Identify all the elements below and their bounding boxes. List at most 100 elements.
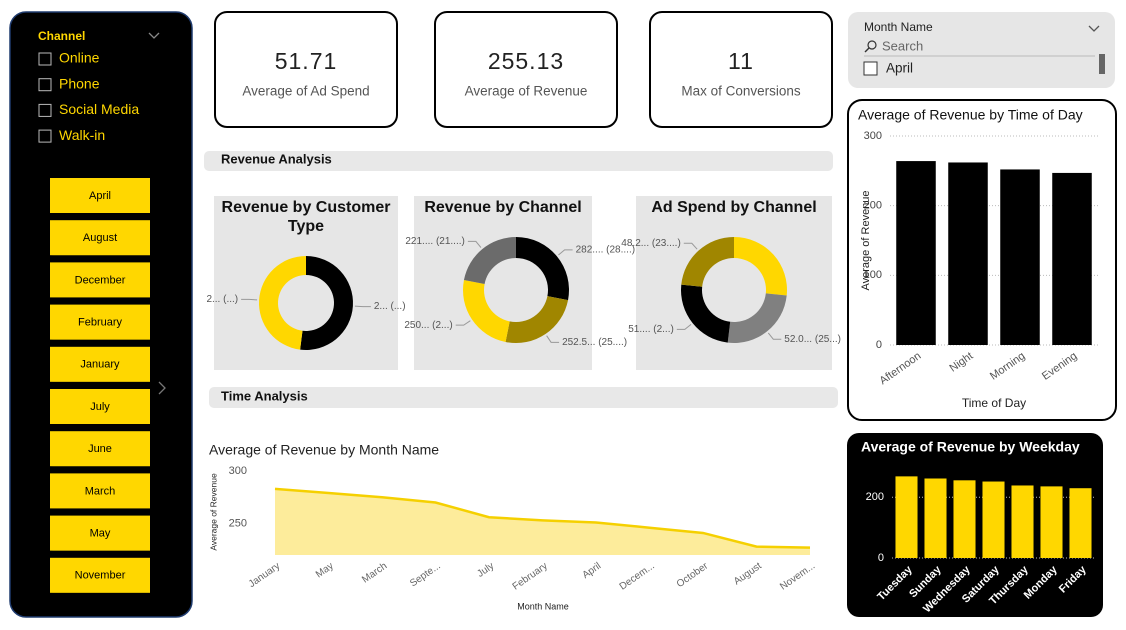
x-tick-label: Septe... (408, 561, 443, 590)
section-title: Revenue Analysis (221, 151, 332, 166)
x-tick-label: April (581, 561, 604, 581)
month-button[interactable] (50, 431, 150, 467)
month-button[interactable] (50, 473, 150, 509)
x-tick-label: July (475, 561, 496, 580)
leader-line (546, 335, 560, 343)
card-label: Average of Ad Spend (242, 84, 369, 99)
chart-title: Average of Revenue by Month Name (209, 442, 439, 458)
data-label: 2... (...) (206, 294, 238, 305)
month-button[interactable] (50, 557, 150, 593)
bar (1040, 486, 1063, 558)
card (214, 11, 398, 128)
section-bar (204, 151, 833, 171)
area-fill (275, 488, 810, 555)
checkbox[interactable] (38, 129, 52, 143)
month-button[interactable] (50, 262, 150, 298)
card-label: Max of Conversions (681, 84, 801, 99)
card-value: 11 (728, 48, 754, 74)
scrollbar[interactable] (1099, 54, 1105, 74)
bar (924, 478, 947, 558)
x-tick-label: February (511, 561, 550, 593)
y-tick-label: 300 (229, 465, 247, 477)
donut-slice (463, 280, 510, 342)
x-axis-label: Month Name (517, 601, 569, 611)
data-label: 250... (2...) (404, 320, 452, 331)
month-button-label: November (75, 570, 126, 582)
bar (953, 480, 976, 558)
leader-line (241, 298, 258, 301)
x-axis-label: Time of Day (962, 396, 1026, 410)
bar (1052, 172, 1092, 345)
data-label: 52.0... (25...) (784, 334, 841, 345)
donut-slice (516, 237, 569, 301)
month-button[interactable] (50, 346, 150, 382)
month-button[interactable] (50, 220, 150, 256)
chart-title-box: Ad Spend by Channel (651, 199, 817, 216)
y-tick-label: 250 (229, 517, 247, 529)
checkbox[interactable] (38, 52, 52, 66)
section-title: Time Analysis (221, 388, 308, 403)
data-label: 2... (...) (374, 301, 406, 312)
donut-slice (734, 237, 787, 296)
donut-slice (463, 237, 516, 284)
card (649, 11, 833, 128)
slicer-item: Social Media (59, 101, 139, 117)
line (274, 487, 811, 549)
slicer-item: Phone (59, 75, 100, 91)
donut-slice (727, 293, 787, 343)
x-tick-label: March (360, 561, 389, 586)
donut-slice (259, 256, 306, 350)
month-button-label: June (88, 443, 112, 455)
leader-line (676, 323, 692, 330)
month-button-label: May (90, 528, 111, 540)
month-button-label: August (83, 232, 117, 244)
chart-title-box: Revenue by Channel (424, 199, 581, 216)
y-tick-label: 300 (864, 130, 882, 142)
bar (1069, 488, 1092, 558)
donut-slice (505, 296, 569, 343)
card-value: 51.71 (275, 48, 338, 74)
month-button-label: January (80, 359, 120, 371)
leader-line (467, 240, 482, 248)
chart-title: Average of Revenue by Time of Day (858, 107, 1083, 123)
leader-line (354, 305, 371, 308)
checkbox[interactable] (863, 61, 878, 76)
x-tick-label: August (732, 560, 764, 587)
chevron[interactable] (148, 32, 160, 39)
slicer-item: Online (59, 50, 100, 66)
bar (982, 481, 1005, 558)
leader-line (683, 242, 698, 250)
slicer-title: Month Name (864, 20, 933, 34)
y-axis-label: Average of Revenue (208, 473, 218, 551)
month-button[interactable] (50, 389, 150, 424)
month-button-label: December (75, 274, 126, 286)
checkbox[interactable] (38, 103, 52, 117)
leader-line (558, 249, 573, 256)
x-tick-label: Novem... (778, 561, 817, 593)
month-button[interactable] (50, 178, 150, 213)
chevron[interactable] (1088, 25, 1100, 32)
checkbox[interactable] (38, 78, 52, 92)
leader-line (455, 320, 471, 326)
scroll-arrow[interactable] (158, 381, 166, 395)
x-tick-label: October (675, 560, 711, 590)
donut-slice (681, 284, 731, 343)
chart-title: Ad Spend by Channel (651, 199, 817, 216)
month-slicer (848, 12, 1115, 88)
y-axis-label: Average of Revenue (860, 190, 872, 290)
data-label: 51.... (2...) (628, 324, 674, 335)
donut-slice (300, 256, 354, 350)
bar (1011, 485, 1034, 558)
x-tick-label: January (247, 561, 282, 590)
month-button[interactable] (50, 515, 150, 551)
card-label: Average of Revenue (465, 84, 588, 99)
bar (948, 162, 988, 345)
month-button[interactable] (50, 304, 150, 340)
leader-line (767, 332, 782, 340)
chart-title: Revenue by Customer Type (221, 199, 391, 235)
slicer-item: Walk-in (59, 127, 105, 143)
data-label: 221.... (21....) (405, 236, 464, 247)
chart-title: Average of Revenue by Weekday (861, 439, 1080, 455)
